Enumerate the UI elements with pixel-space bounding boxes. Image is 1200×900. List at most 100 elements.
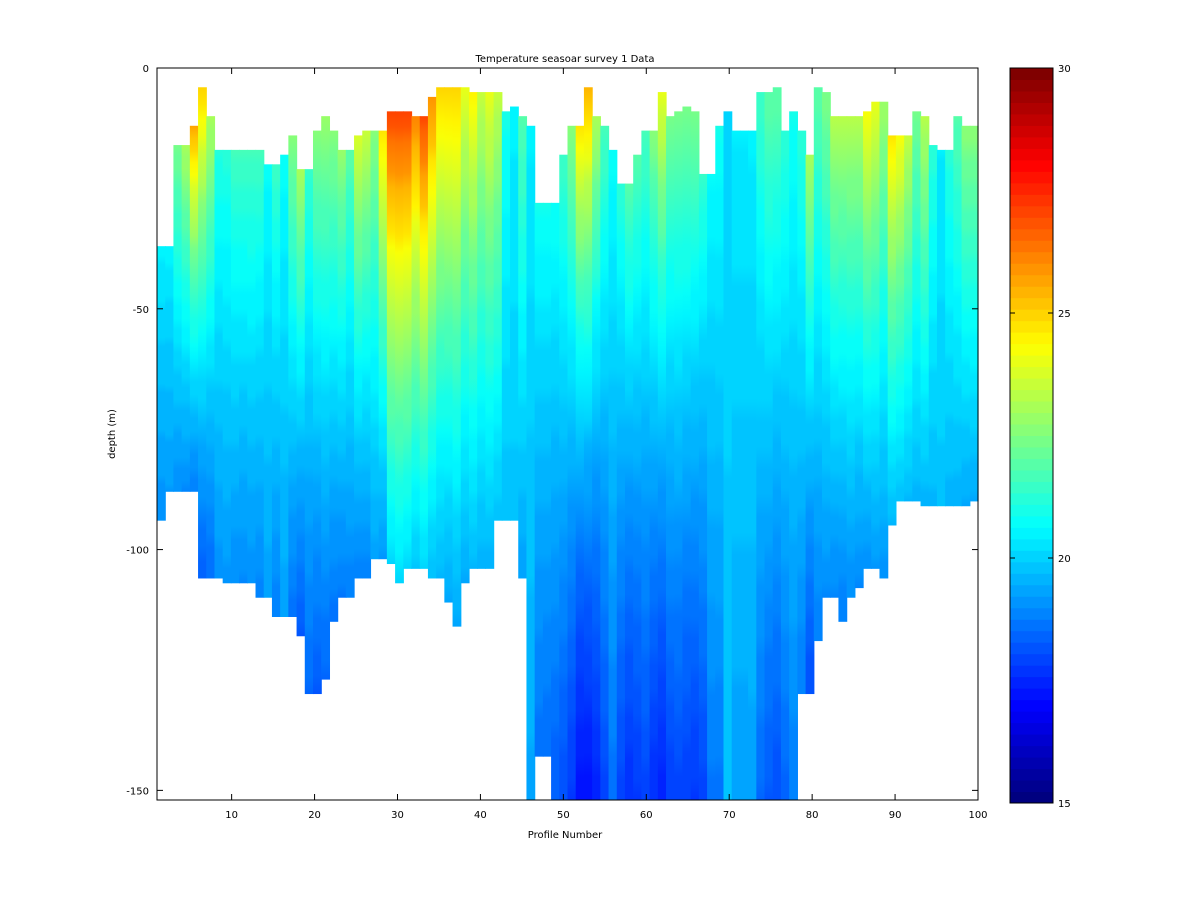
heatmap-column-profile-49 — [551, 202, 560, 800]
x-tick-label: 70 — [723, 810, 736, 821]
heatmap-column-profile-15 — [271, 164, 281, 617]
heatmap-column-profile-44 — [510, 106, 519, 521]
heatmap-column-profile-97 — [945, 149, 954, 507]
plot-axes-box — [156, 67, 979, 801]
colorbar-swatch — [1010, 205, 1053, 218]
heatmap-column-profile-26 — [362, 130, 372, 579]
colorbar-swatch — [1010, 676, 1053, 689]
colorbar-swatch — [1010, 446, 1053, 459]
colorbar-swatch — [1010, 596, 1053, 609]
heatmap-column-profile-94 — [920, 116, 930, 507]
colorbar-swatch — [1010, 113, 1053, 126]
y-tick-label: -150 — [126, 786, 149, 797]
heatmap-column-profile-56 — [608, 149, 618, 801]
heatmap-column-profile-90 — [887, 135, 897, 526]
heatmap-column-profile-95 — [928, 145, 938, 507]
x-tick-label: 90 — [889, 810, 902, 821]
colorbar-swatch — [1010, 711, 1053, 724]
heatmap-column-profile-91 — [895, 135, 905, 502]
colorbar-swatch — [1010, 527, 1053, 540]
colorbar-swatch — [1010, 68, 1053, 80]
colorbar-swatch — [1010, 573, 1053, 586]
colorbar-swatch — [1010, 228, 1053, 241]
heatmap-column-profile-53 — [583, 87, 593, 800]
heatmap-column-profile-30 — [395, 111, 404, 584]
heatmap-column-profile-93 — [912, 111, 922, 502]
heatmap-column-profile-36 — [444, 87, 454, 603]
heatmap-column-profile-77 — [780, 130, 790, 800]
colorbar-swatch — [1010, 642, 1053, 655]
heatmap-column-profile-96 — [936, 149, 946, 507]
colorbar-box — [1009, 67, 1054, 804]
colorbar-swatch — [1010, 297, 1053, 310]
heatmap-column-profile-67 — [698, 173, 708, 800]
colorbar-swatch — [1010, 389, 1053, 402]
colorbar-swatch — [1010, 458, 1053, 471]
heatmap-column-profile-74 — [756, 92, 766, 800]
colorbar-swatch — [1010, 481, 1053, 494]
colorbar-swatch — [1010, 469, 1053, 482]
y-axis-label: depth (m) — [107, 409, 118, 459]
heatmap-column-profile-62 — [657, 92, 667, 800]
x-tick-label: 20 — [308, 810, 321, 821]
heatmap-column-profile-42 — [493, 92, 503, 521]
heatmap-column-profile-85 — [846, 116, 856, 598]
heatmap-column-profile-66 — [690, 111, 700, 800]
y-axis: 0 -50 -100 -150 — [126, 64, 978, 797]
heatmap-column-profile-51 — [567, 125, 577, 800]
heatmap-column-profile-57 — [616, 183, 626, 800]
colorbar-swatch — [1010, 136, 1053, 149]
heatmap-column-profile-80 — [805, 154, 815, 695]
heatmap-column-profile-79 — [797, 130, 807, 695]
colorbar-swatch — [1010, 745, 1053, 758]
colorbar-swatch — [1010, 665, 1053, 678]
colorbar-swatch — [1010, 412, 1053, 425]
heatmap-column-profile-3 — [173, 145, 183, 492]
heatmap-column-profile-14 — [263, 164, 273, 598]
heatmap-column-profile-27 — [370, 130, 380, 560]
colorbar-swatch — [1010, 355, 1053, 368]
heatmap-column-profile-10 — [230, 149, 240, 584]
x-tick-label: 100 — [968, 810, 987, 821]
colorbar-swatch — [1010, 217, 1053, 230]
heatmap-column-profile-46 — [526, 125, 536, 800]
heatmap-column-profile-75 — [764, 92, 774, 800]
heatmap-column-profile-60 — [641, 130, 651, 800]
heatmap-column-profile-31 — [403, 111, 413, 569]
colorbar-swatch — [1010, 79, 1053, 92]
colorbar-swatch — [1010, 780, 1053, 793]
heatmap-column-profile-2 — [165, 246, 175, 492]
heatmap-column-profile-83 — [830, 116, 840, 598]
heatmap-column-profile-99 — [961, 125, 971, 507]
heatmap-column-profile-78 — [789, 111, 798, 800]
colorbar-swatch — [1010, 791, 1053, 804]
colorbar-swatch — [1010, 699, 1053, 712]
heatmap-column-profile-24 — [345, 149, 355, 598]
heatmap-column-profile-37 — [452, 87, 462, 627]
heatmap-column-profile-100 — [969, 125, 979, 502]
colorbar-swatch — [1010, 561, 1053, 574]
heatmap-column-profile-58 — [624, 183, 634, 800]
heatmap-column-profile-72 — [739, 130, 749, 800]
heatmap-column-profile-65 — [682, 106, 692, 801]
heatmap-column-profile-50 — [559, 154, 569, 800]
heatmap-column-profile-47 — [534, 202, 544, 757]
colorbar-swatch — [1010, 274, 1053, 287]
heatmap-column-profile-6 — [198, 87, 207, 579]
colorbar-swatch — [1010, 251, 1053, 264]
heatmap-column-profile-9 — [222, 149, 232, 584]
heatmap-column-profile-16 — [280, 154, 289, 617]
heatmap-column-profile-59 — [633, 154, 642, 800]
colorbar-swatch — [1010, 757, 1053, 770]
colorbar-swatch — [1010, 435, 1053, 448]
heatmap-column-profile-7 — [206, 116, 216, 579]
heatmap-column-profile-52 — [575, 125, 585, 800]
colorbar-swatch — [1010, 722, 1053, 735]
heatmap-column-profile-98 — [953, 116, 963, 507]
heatmap-column-profile-11 — [239, 149, 248, 584]
heatmap-column-profile-68 — [707, 173, 716, 800]
colorbar-swatch — [1010, 607, 1053, 620]
heatmap-column-profile-39 — [468, 92, 478, 569]
colorbar-swatch — [1010, 182, 1053, 195]
colorbar-swatch — [1010, 90, 1053, 103]
